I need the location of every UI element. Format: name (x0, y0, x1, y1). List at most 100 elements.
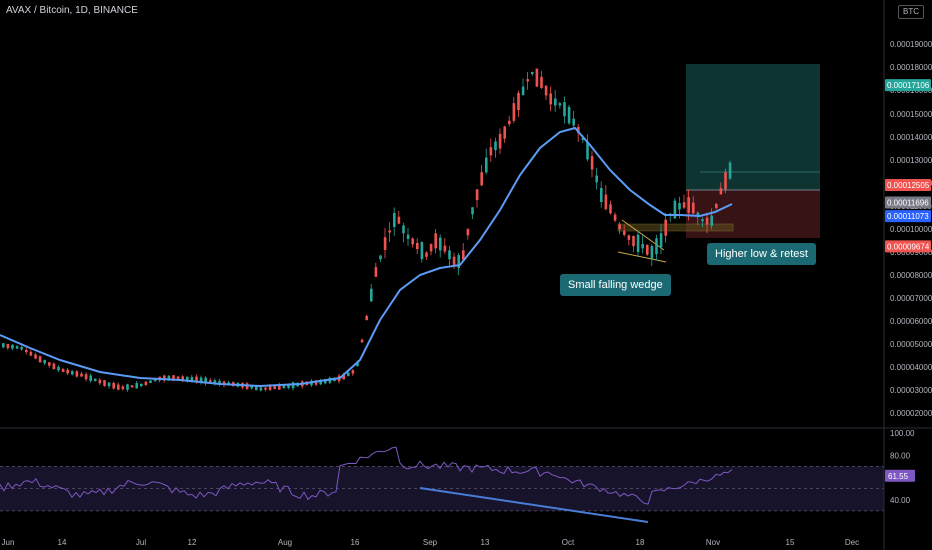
time-tick-label: Jun (2, 538, 15, 547)
candle-body (503, 126, 506, 139)
candle-body (144, 381, 148, 386)
candle-body (287, 383, 290, 388)
price-label: 0.00017106 (887, 81, 930, 90)
candle-body (383, 237, 387, 250)
candle-body (342, 373, 345, 380)
rsi-value-badge (885, 469, 915, 482)
candle-body (623, 231, 626, 235)
price-tick-label: 0.00015000 (890, 110, 932, 119)
candle-body (153, 378, 157, 382)
candle-body (682, 202, 686, 208)
candle-body (25, 349, 28, 353)
candle-body (558, 103, 562, 106)
candle-body (84, 374, 88, 380)
candle-body (347, 372, 350, 376)
time-tick-label: Oct (562, 538, 575, 547)
candle-body (600, 188, 603, 202)
candle-body (728, 162, 732, 179)
candle-body (567, 106, 571, 124)
candle-body (475, 189, 479, 201)
candle-body (48, 362, 51, 366)
time-tick-label: 15 (786, 538, 795, 547)
price-tick-label: 0.00009000 (890, 248, 932, 257)
candle-body (388, 230, 391, 233)
price-tick-label: 0.00007000 (890, 294, 932, 303)
support-zone (617, 223, 734, 232)
time-tick-label: 16 (351, 538, 360, 547)
candle-body (531, 71, 534, 75)
candle-body (462, 250, 465, 260)
time-tick-label: 14 (58, 538, 67, 547)
price-label: 0.00012505 (887, 181, 930, 190)
candle-body (43, 360, 46, 364)
candle-body (425, 252, 428, 257)
candle-body (705, 217, 709, 225)
candle-body (360, 339, 364, 343)
price-label-badge (885, 178, 931, 191)
candle-body (282, 385, 286, 389)
candle-body (434, 233, 437, 249)
price-label-badge (885, 79, 931, 92)
time-tick-label: 18 (636, 538, 645, 547)
candle-body (581, 137, 585, 141)
candle-body (572, 118, 575, 126)
candle-body (61, 369, 65, 372)
candle-body (471, 207, 474, 215)
candle-body (535, 68, 539, 87)
candle-body (29, 351, 33, 356)
time-tick-label: 13 (481, 538, 490, 547)
candle-body (393, 212, 396, 228)
price-pane[interactable] (0, 64, 820, 392)
candle-body (577, 126, 580, 133)
candle-body (618, 224, 621, 230)
candle-body (379, 255, 382, 260)
symbol-header[interactable]: AVAX / Bitcoin, 1D, BINANCE (6, 5, 138, 16)
candle-body (609, 204, 612, 214)
candle-body (121, 386, 125, 390)
currency-badge[interactable]: BTC (898, 5, 924, 19)
candle-body (15, 346, 19, 349)
candle-body (218, 380, 221, 385)
candle-body (20, 346, 23, 350)
rsi-band (0, 466, 884, 511)
price-label: 0.00011696 (887, 199, 929, 208)
price-tick-label: 0.00018000 (890, 63, 932, 72)
candle-body (448, 250, 451, 260)
candle-body (370, 288, 373, 302)
price-tick-label: 0.00013000 (890, 156, 932, 165)
candle-body (38, 356, 42, 363)
candle-body (71, 371, 74, 375)
candle-body (678, 203, 681, 210)
price-label: 0.00009674 (887, 242, 930, 251)
retest-annotation[interactable]: Higher low & retest (707, 243, 816, 265)
candle-body (98, 379, 102, 384)
candle-body (554, 98, 557, 106)
candle-body (636, 234, 640, 253)
candle-body (209, 380, 212, 383)
wedge-annotation[interactable]: Small falling wedge (560, 274, 671, 296)
candle-body (632, 236, 635, 247)
candle-body (416, 242, 419, 250)
price-label-badge (885, 240, 931, 253)
candle-body (268, 386, 272, 391)
candle-body (103, 380, 106, 386)
candle-body (259, 387, 263, 391)
candle-body (278, 384, 281, 390)
candle-body (563, 102, 566, 117)
price-label-badge (885, 196, 931, 209)
candle-body (498, 133, 502, 149)
candle-body (75, 371, 79, 377)
candle-body (664, 219, 667, 236)
candle-body (94, 378, 97, 381)
candle-body (494, 141, 497, 151)
candle-body (397, 216, 401, 224)
candle-body (6, 343, 10, 349)
candle-body (466, 228, 470, 236)
candle-body (34, 354, 37, 359)
candle-body (650, 245, 654, 259)
candle-body (595, 175, 598, 183)
rsi-pane[interactable] (0, 446, 884, 523)
candle-body (351, 370, 355, 374)
candle-body (57, 366, 60, 371)
